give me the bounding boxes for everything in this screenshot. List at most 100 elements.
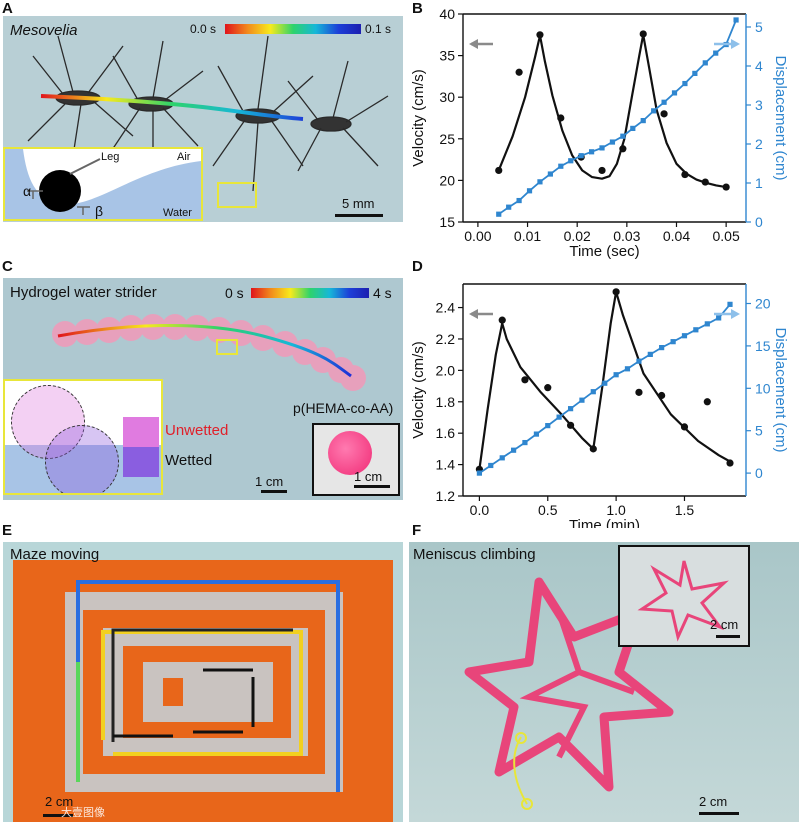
displacement-point [522,439,528,446]
meniscus-diagram [5,149,201,219]
displacement-point [506,204,512,210]
scale-inset-label: 2 cm [710,617,739,632]
colorbar-end-label: 4 s [373,285,392,301]
x-tick-label: 0.05 [713,228,740,244]
displacement-point [568,158,574,164]
hydrogel-trajectory [52,314,366,493]
left-y-tick-label: 1.6 [436,425,456,441]
chart-d: 0.0 0.5 1.0 1.5 1.2 1.4 1.6 1.8 2.0 2.2 2.4 0 5 10 15 2… [410,283,789,528]
material-label: p(HEMA-co-AA) [293,400,394,416]
displacement-point [590,389,596,395]
displacement-point [692,70,698,77]
velocity-point [660,110,668,118]
scale-bar [43,814,73,817]
velocity-point [495,166,503,175]
velocity-point [536,31,544,39]
displacement-line [498,19,737,215]
scale-inset-label: 1 cm [354,469,383,484]
panel-a-title: Mesovelia [10,22,78,39]
right-y-tick-label: 1 [755,175,763,191]
right-y-tick-label: 0 [755,214,763,230]
x-tick-label: 1.0 [606,502,626,518]
velocity-point [498,316,506,324]
velocity-axis-arrow-head [469,309,478,319]
scale-bar [335,214,383,217]
velocity-point [722,183,730,191]
displacement-point [702,60,708,66]
panel-c-letter: C [2,258,13,275]
velocity-point [726,459,734,467]
left-y-tick-label: 35 [439,48,455,64]
left-y-axis-label: Velocity (cm/s) [410,341,427,439]
inset-leg-label: Leg [101,151,120,163]
displacement-point [670,339,676,345]
zoom-region-box [216,339,238,355]
displacement-point [556,414,562,420]
wetting-inset [3,379,163,495]
displacement-point [488,462,494,469]
displacement-point [659,345,665,351]
scale-bar [699,812,739,815]
velocity-point [681,170,689,179]
panel-c-title: Hydrogel water strider [10,284,157,301]
scale-label: 5 mm [342,196,375,211]
panel-f-photo: Meniscus climbing 2 cm 2 cm [409,542,799,822]
displacement-point [713,50,719,56]
displacement-point [499,455,505,461]
velocity-point [680,423,689,431]
panel-f-title: Meniscus climbing [413,546,536,563]
displacement-point [727,301,733,307]
right-y-tick-label: 15 [755,338,771,354]
colorbar-start-label: 0 s [225,285,244,301]
scale-main-label: 1 cm [255,474,284,489]
inset-water-label: Water [163,207,192,219]
velocity-point [566,421,575,429]
displacement-point [558,163,564,169]
left-y-tick-label: 2.0 [436,362,456,378]
panel-e-letter: E [2,522,13,539]
displacement-point [661,99,667,105]
left-y-tick-label: 15 [439,214,455,230]
colorbar-end-label: 0.1 s [365,22,392,36]
unwetted-block [123,417,159,447]
velocity-point [589,445,597,453]
left-y-tick-label: 20 [439,172,455,188]
velocity-point [639,30,647,38]
right-y-axis-label: Displacement (cm) [772,327,789,452]
displacement-point [602,380,608,386]
displacement-line [478,303,731,474]
displacement-point [609,139,616,145]
hydrogel-disc [328,431,372,475]
x-tick-label: 0.04 [663,228,690,244]
displacement-point [516,197,522,204]
right-y-tick-label: 5 [755,423,763,439]
displacement-point [693,327,699,333]
panel-a-letter: A [2,0,13,17]
velocity-axis-arrow-head [469,39,478,49]
displacement-point [636,358,642,364]
panel-c-photo: 0 s 4 s Hydrogel water strider 1 cm p(HE… [3,278,403,500]
x-tick-label: 0.00 [464,228,491,244]
velocity-fit-line [497,33,727,189]
panel-e-title: Maze moving [10,546,100,563]
velocity-point [635,388,643,396]
inset-alpha-label: α [23,183,32,199]
panel-b-letter: B [412,0,423,17]
unwetted-label: Unwetted [165,422,229,439]
displacement-point [496,211,502,217]
displacement-point [682,80,688,87]
displacement-point [588,149,595,155]
displacement-point [567,406,574,412]
displacement-point [613,372,619,378]
right-y-tick-label: 3 [755,97,763,113]
water-strider-trajectory [27,35,389,217]
scale-bar [261,490,287,493]
displacement-point [651,108,657,114]
star-inset: 2 cm [618,545,750,647]
displacement-point [704,321,710,327]
displacement-point [640,117,646,124]
molecule-bottom [45,425,119,493]
velocity-point [703,398,711,406]
displacement-point [716,315,722,321]
displacement-point [620,133,626,139]
